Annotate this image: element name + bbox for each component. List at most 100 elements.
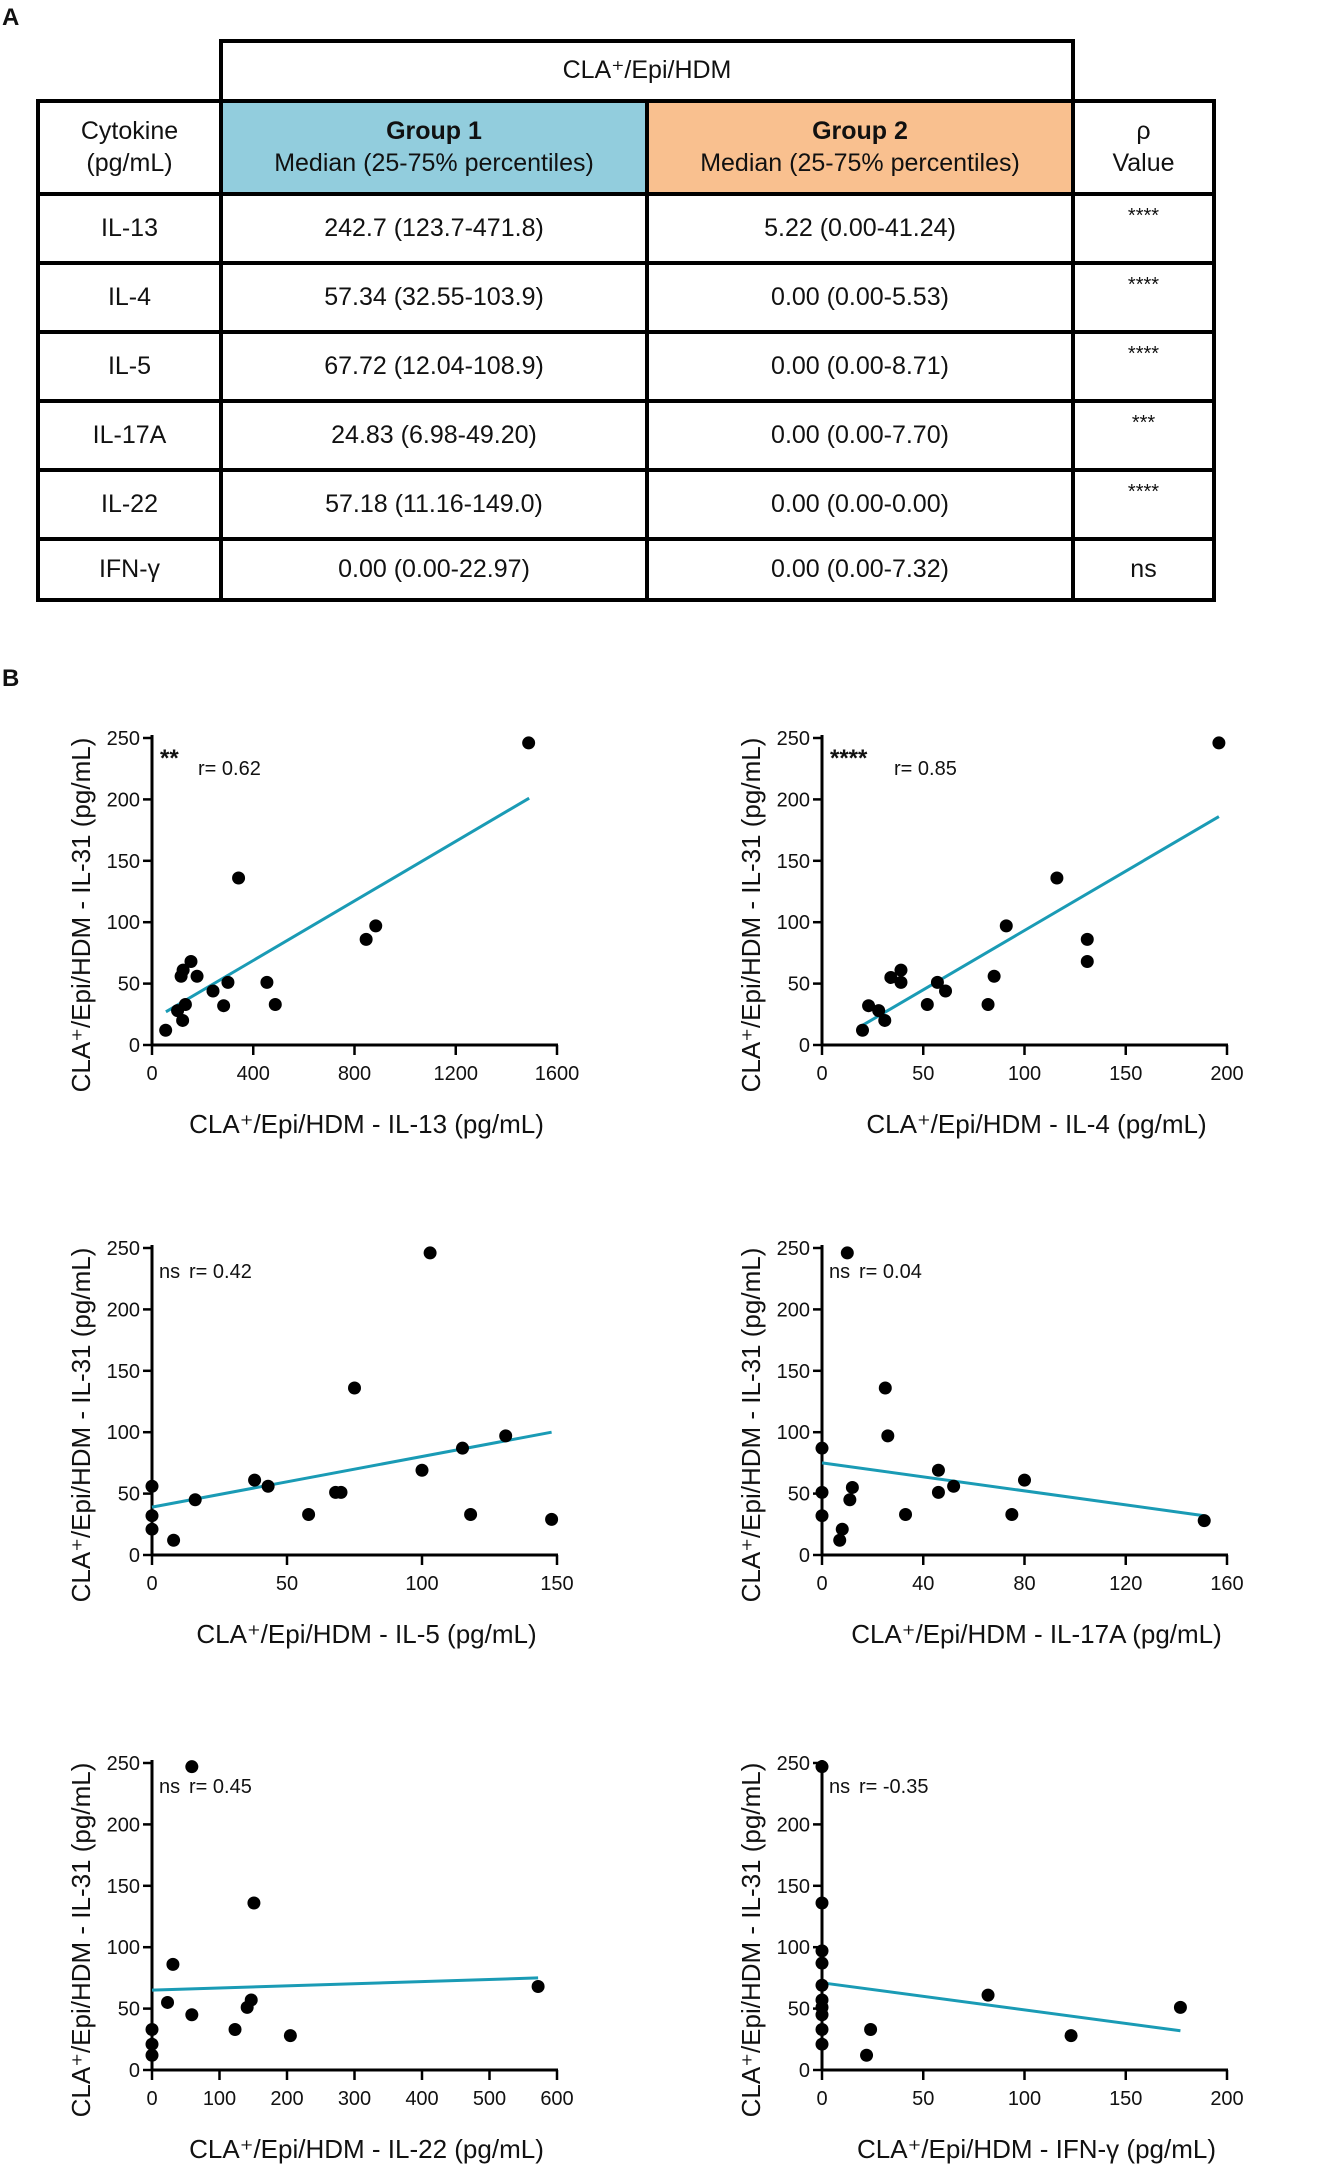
data-point: [261, 1479, 275, 1493]
y-tick-label: 100: [777, 1937, 810, 1959]
scatter-chart-6: 0 50 100 150 200 250 0 50 100 150 200 CLA⁺/Epi/HDM …: [736, 1753, 1244, 2164]
data-point: [415, 1463, 429, 1477]
data-point: [334, 1485, 348, 1499]
y-tick-label: 200: [777, 1814, 810, 1836]
data-point: [999, 919, 1013, 933]
data-point: [920, 997, 934, 1011]
significance-label: ns: [829, 1776, 850, 1798]
data-point: [188, 1493, 202, 1507]
y-tick-label: 100: [107, 912, 140, 934]
data-point: [815, 1485, 829, 1499]
data-point: [545, 1512, 559, 1526]
y-tick-label: 200: [107, 1299, 140, 1321]
regression-line: [165, 796, 530, 1014]
cell-group1: 67.72 (12.04-108.9): [219, 330, 649, 403]
x-tick-label: 120: [1109, 1573, 1142, 1595]
y-tick-label: 50: [118, 974, 140, 996]
table-row: IL-5 67.72 (12.04-108.9) 0.00 (0.00-8.71) *…: [36, 330, 1216, 403]
y-axis-label: CLA⁺/Epi/HDM - IL-31 (pg/mL): [736, 1248, 766, 1603]
data-point: [894, 975, 908, 989]
regression-line: [861, 815, 1220, 1027]
correlation-label: r= 0.85: [894, 758, 957, 780]
cell-group2: 0.00 (0.00-7.70): [645, 399, 1075, 472]
data-point: [899, 1507, 913, 1521]
x-tick-label: 200: [1210, 1063, 1243, 1085]
data-point: [260, 975, 274, 989]
panel-label-b: B: [2, 665, 20, 692]
data-point: [930, 975, 944, 989]
cell-group2: 0.00 (0.00-8.71): [645, 330, 1075, 403]
y-tick-label: 200: [777, 1299, 810, 1321]
y-tick-label: 150: [107, 1361, 140, 1383]
data-point: [1018, 1473, 1031, 1487]
correlation-label: r= -0.35: [859, 1776, 928, 1798]
data-point: [881, 1429, 895, 1443]
cell-p-value: ns: [1071, 537, 1216, 602]
data-point: [268, 997, 282, 1011]
data-point: [348, 1381, 361, 1395]
data-point: [860, 2048, 874, 2062]
cell-p-value: ***: [1071, 399, 1216, 472]
y-tick-label: 50: [788, 1484, 810, 1506]
cell-group2: 0.00 (0.00-7.32): [645, 537, 1075, 602]
y-tick-label: 150: [107, 1876, 140, 1898]
correlation-label: r= 0.45: [189, 1776, 252, 1798]
data-point: [247, 1896, 261, 1910]
significance-label: ns: [159, 1261, 180, 1283]
cell-group2: 0.00 (0.00-5.53): [645, 261, 1075, 334]
data-point: [176, 1013, 190, 1027]
x-tick-label: 800: [338, 1063, 371, 1085]
correlation-label: r= 0.04: [859, 1261, 922, 1283]
cell-group2: 5.22 (0.00-41.24): [645, 192, 1075, 265]
data-point: [835, 1522, 849, 1536]
y-tick-label: 0: [799, 2060, 810, 2082]
cell-p-value: ****: [1071, 468, 1216, 541]
data-point: [884, 970, 898, 984]
data-point: [145, 1509, 159, 1523]
data-point: [843, 1493, 857, 1507]
data-point: [248, 1473, 262, 1487]
header-cytokine: Cytokine (pg/mL): [36, 99, 223, 196]
x-tick-label: 0: [816, 2088, 827, 2110]
data-point: [815, 2008, 829, 2022]
x-tick-label: 1200: [434, 1063, 479, 1085]
data-point: [987, 969, 1001, 983]
panel-label-a: A: [2, 4, 20, 31]
x-tick-label: 0: [146, 2088, 157, 2110]
x-tick-label: 150: [540, 1573, 573, 1595]
x-tick-label: 0: [816, 1063, 827, 1085]
data-point: [171, 1004, 185, 1018]
data-point: [174, 969, 188, 983]
scatter-chart-4: 0 50 100 150 200 250 0 40 80 120 160 CLA⁺/Epi/HDM -…: [736, 1238, 1244, 1649]
cell-cytokine: IL-4: [36, 261, 223, 334]
cell-cytokine: IL-13: [36, 192, 223, 265]
y-tick-label: 100: [777, 1422, 810, 1444]
data-point: [872, 1004, 886, 1018]
x-tick-label: 500: [473, 2088, 506, 2110]
regression-line: [821, 1981, 1181, 2033]
y-tick-label: 100: [107, 1937, 140, 1959]
scatter-chart-2: 0 50 100 150 200 250 0 50 100 150 200 CLA⁺/Epi/HDM …: [736, 728, 1244, 1139]
data-point: [981, 997, 995, 1011]
y-tick-label: 0: [129, 1545, 140, 1567]
cell-group1: 242.7 (123.7-471.8): [219, 192, 649, 265]
y-tick-label: 50: [788, 974, 810, 996]
data-point: [522, 736, 536, 750]
x-tick-label: 0: [146, 1573, 157, 1595]
y-tick-label: 150: [107, 851, 140, 873]
data-point: [145, 1479, 159, 1493]
data-point: [167, 1533, 181, 1547]
data-point: [161, 1995, 175, 2009]
cell-p-value: ****: [1071, 330, 1216, 403]
data-point: [856, 1023, 869, 1037]
data-point: [159, 1023, 173, 1037]
x-tick-label: 100: [1008, 2088, 1041, 2110]
x-tick-label: 50: [912, 2088, 934, 2110]
x-tick-label: 400: [237, 1063, 270, 1085]
x-tick-label: 160: [1210, 1573, 1243, 1595]
data-point: [217, 999, 231, 1013]
y-tick-label: 200: [107, 1814, 140, 1836]
correlation-label: r= 0.42: [189, 1261, 252, 1283]
y-tick-label: 100: [777, 912, 810, 934]
x-tick-label: 50: [912, 1063, 934, 1085]
